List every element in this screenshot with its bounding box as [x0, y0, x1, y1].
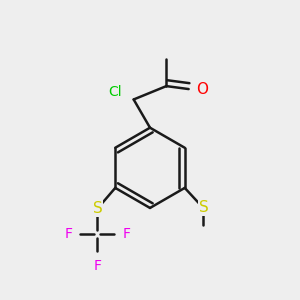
Text: S: S: [92, 201, 102, 216]
Text: F: F: [64, 227, 72, 241]
Text: O: O: [196, 82, 208, 97]
Text: Cl: Cl: [108, 85, 122, 99]
Text: S: S: [199, 200, 209, 215]
Text: F: F: [93, 259, 101, 273]
Text: F: F: [123, 227, 131, 241]
